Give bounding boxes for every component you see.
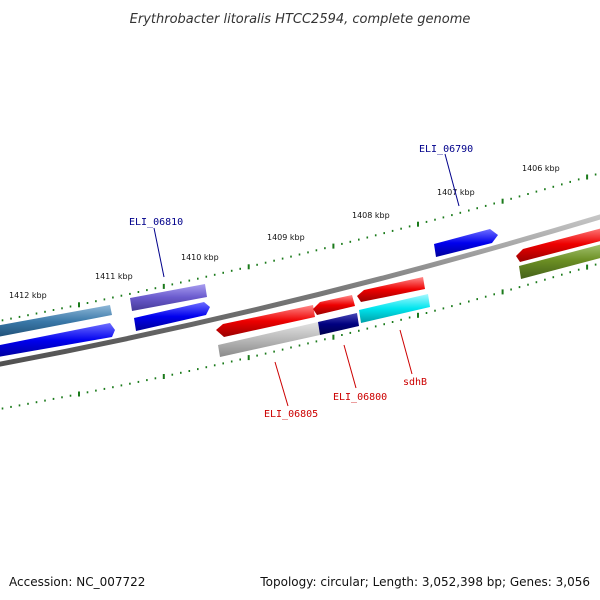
gene-blue-eli-06790[interactable] — [434, 229, 498, 257]
reverse-strand-genes — [216, 226, 600, 337]
inner-scale-ticks — [1, 263, 597, 410]
gene-cyan-sdhB[interactable] — [359, 294, 430, 323]
gene-blue-middle[interactable] — [134, 302, 210, 331]
gene-red-right[interactable] — [516, 226, 600, 262]
scale-label-1411: 1411 kbp — [95, 272, 133, 281]
forward-strand-genes — [0, 229, 498, 338]
gene-label-eli-06810[interactable]: ELI_06810 — [129, 217, 183, 228]
gene-red-eli-06805[interactable] — [216, 305, 315, 337]
lower-gene-row — [0, 242, 600, 358]
outer-scale-ticks — [1, 173, 597, 322]
gene-slate-blue-eli-06810[interactable] — [130, 284, 207, 311]
genome-backbone — [0, 214, 600, 367]
scale-label-1412: 1412 kbp — [9, 291, 47, 300]
gene-label-eli-06800[interactable]: ELI_06800 — [333, 392, 387, 403]
gene-red-eli-06800[interactable] — [313, 295, 355, 315]
gene-navy[interactable] — [318, 313, 359, 335]
leader-eli-06805 — [274, 361, 289, 407]
scale-label-1408: 1408 kbp — [352, 211, 390, 220]
scale-label-1406: 1406 kbp — [522, 164, 560, 173]
gene-red-sdhB[interactable] — [357, 277, 425, 302]
gene-gray[interactable] — [218, 322, 320, 357]
leader-eli-06810 — [153, 227, 165, 278]
accession-text: Accession: NC_007722 — [9, 575, 145, 589]
leader-eli-06800 — [343, 344, 357, 389]
leader-eli-06790 — [444, 153, 460, 207]
gene-blue-left[interactable] — [0, 323, 115, 358]
gene-steel-blue-left[interactable] — [0, 305, 112, 338]
genome-summary-text: Topology: circular; Length: 3,052,398 bp… — [259, 575, 590, 589]
gene-label-eli-06790[interactable]: ELI_06790 — [419, 144, 473, 155]
gene-label-eli-06805[interactable]: ELI_06805 — [264, 409, 318, 420]
gene-olive-right[interactable] — [519, 242, 600, 279]
scale-label-1410: 1410 kbp — [181, 253, 219, 262]
map-title: Erythrobacter litoralis HTCC2594, comple… — [130, 12, 471, 27]
gene-label-sdhB[interactable]: sdhB — [403, 377, 427, 388]
label-leaders — [153, 153, 460, 407]
scale-labels: 1412 kbp 1411 kbp 1410 kbp 1409 kbp 1408… — [9, 164, 560, 300]
gene-labels: ELI_06810 ELI_06790 ELI_06805 ELI_06800 … — [129, 144, 473, 420]
scale-label-1409: 1409 kbp — [267, 233, 305, 242]
leader-sdhB — [399, 329, 413, 375]
